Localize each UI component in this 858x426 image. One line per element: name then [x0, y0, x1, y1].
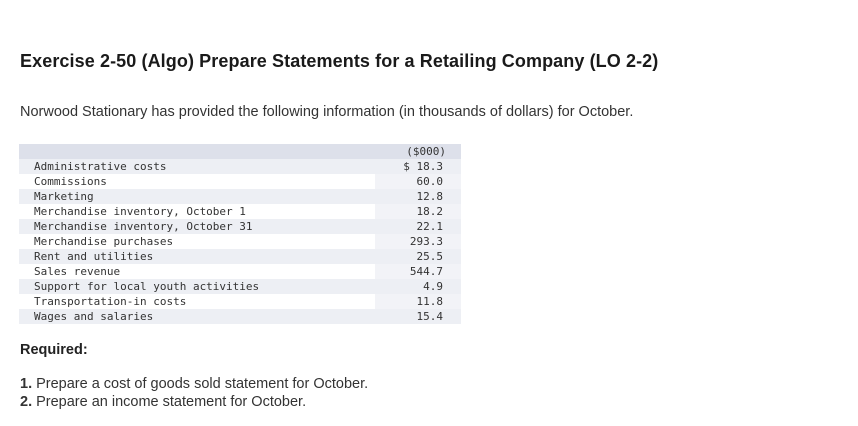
table-header-label: [19, 144, 376, 159]
table-row: Transportation-in costs 11.8: [19, 294, 461, 309]
table-row: Rent and utilities 25.5: [19, 249, 461, 264]
row-value: 4.9: [375, 279, 461, 294]
row-value: 18.2: [375, 204, 461, 219]
table-row: Merchandise purchases 293.3: [19, 234, 461, 249]
row-value: 293.3: [375, 234, 461, 249]
required-item-number: 1.: [20, 376, 33, 392]
table-row: Commissions 60.0: [19, 174, 461, 189]
row-label: Transportation-in costs: [34, 295, 187, 308]
exercise-title: Exercise 2-50 (Algo) Prepare Statements …: [20, 51, 659, 71]
row-label: Support for local youth activities: [19, 279, 376, 294]
table-row: Merchandise inventory, October 31 22.1: [19, 219, 461, 234]
required-item-text: Prepare a cost of goods sold statement f…: [36, 376, 369, 392]
table-row: Administrative costs $ 18.3: [19, 159, 461, 174]
row-value: $ 18.3: [375, 159, 461, 174]
row-label: Rent and utilities: [19, 249, 376, 264]
row-label: Merchandise inventory, October 1: [34, 205, 246, 218]
intro-text: Norwood Stationary has provided the foll…: [20, 104, 634, 120]
required-list: 1. Prepare a cost of goods sold statement…: [20, 375, 368, 411]
row-value: 25.5: [375, 249, 461, 264]
row-label: Sales revenue: [34, 265, 121, 278]
row-label: Merchandise purchases: [34, 235, 174, 248]
row-label: Wages and salaries: [19, 309, 376, 324]
required-item-number: 2.: [20, 394, 33, 410]
table-row: Sales revenue 544.7: [19, 264, 461, 279]
row-label: Merchandise inventory, October 31: [19, 219, 376, 234]
row-label: Commissions: [34, 175, 107, 188]
row-value: 12.8: [375, 189, 461, 204]
table-row: Wages and salaries 15.4: [19, 309, 461, 324]
required-item: 2. Prepare an income statement for Octobe…: [20, 393, 368, 411]
table-row: Marketing 12.8: [19, 189, 461, 204]
row-value: 60.0: [375, 174, 461, 189]
table-row: Support for local youth activities 4.9: [19, 279, 461, 294]
table-header-value: ($000): [375, 144, 461, 159]
row-label: Marketing: [19, 189, 376, 204]
required-item-text: Prepare an income statement for October.: [36, 394, 307, 410]
row-value: 11.8: [375, 294, 461, 309]
table-header-row: ($000): [19, 144, 461, 159]
data-table: ($000) Administrative costs $ 18.3 Commiss…: [19, 144, 461, 324]
row-value: 15.4: [375, 309, 461, 324]
required-heading: Required:: [20, 342, 88, 358]
row-value: 22.1: [375, 219, 461, 234]
row-value: 544.7: [375, 264, 461, 279]
row-label: Administrative costs: [19, 159, 376, 174]
table-row: Merchandise inventory, October 1 18.2: [19, 204, 461, 219]
required-item: 1. Prepare a cost of goods sold statement…: [20, 375, 368, 393]
